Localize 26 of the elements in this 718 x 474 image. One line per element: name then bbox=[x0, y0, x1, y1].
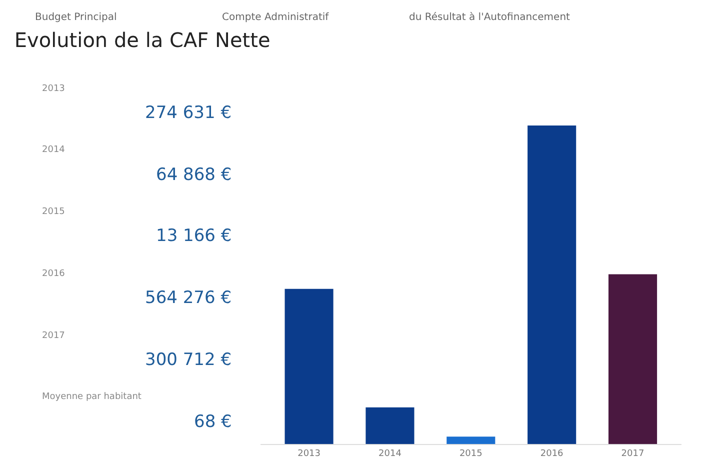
bar bbox=[528, 126, 576, 444]
text: 2015 bbox=[42, 207, 65, 217]
x-tick-label: 2014 bbox=[378, 448, 402, 459]
bar bbox=[608, 274, 658, 444]
text: 13 166 € bbox=[156, 226, 232, 246]
text: 2016 bbox=[42, 269, 66, 279]
text: 564 276 € bbox=[145, 288, 232, 308]
text: 2014 bbox=[42, 145, 66, 155]
x-tick-label: 2016 bbox=[540, 448, 564, 459]
text: Budget Principal bbox=[35, 12, 117, 23]
chart-title: Evolution de la CAF Nette bbox=[14, 28, 270, 52]
text: 2017 bbox=[42, 331, 65, 341]
bar bbox=[284, 288, 334, 444]
text: Compte Administratif bbox=[222, 12, 330, 23]
text: Moyenne par habitant bbox=[42, 392, 142, 402]
text: 2013 bbox=[42, 84, 65, 94]
text: du Résultat à l'Autofinancement bbox=[409, 12, 570, 23]
x-tick-label: 2013 bbox=[298, 448, 320, 459]
text: 64 868 € bbox=[156, 165, 232, 185]
x-tick-label: 2015 bbox=[459, 448, 482, 459]
bar bbox=[366, 407, 414, 444]
bar bbox=[446, 436, 496, 444]
text: 300 712 € bbox=[145, 350, 232, 370]
text: 274 631 € bbox=[145, 103, 232, 123]
text: 68 € bbox=[194, 412, 232, 432]
x-tick-label: 2017 bbox=[621, 448, 644, 459]
